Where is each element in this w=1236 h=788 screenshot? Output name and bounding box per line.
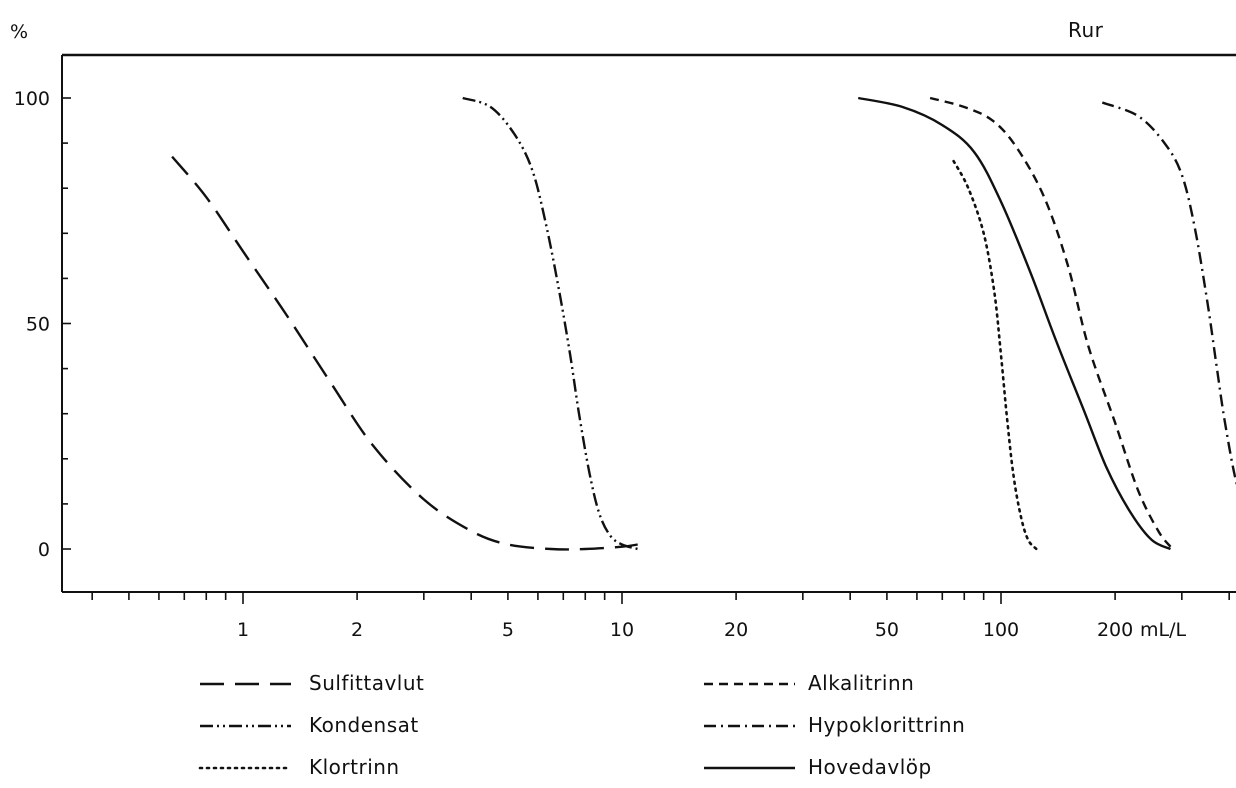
legend-label: Alkalitrinn [808, 671, 914, 695]
series-line-hovedavl-p [857, 96, 1172, 551]
chart-title: Rur [1068, 18, 1104, 42]
legend-item: Hovedavlöp [704, 755, 932, 779]
x-tick-label: 100 [983, 619, 1019, 641]
legend-label: Kondensat [309, 713, 419, 737]
y-tick-label: 0 [38, 539, 50, 561]
y-tick-label: 100 [14, 88, 50, 110]
x-tick-label: 1 [237, 619, 249, 641]
series-line-hypoklorittrinn [1101, 101, 1236, 487]
legend-item: Klortrinn [198, 755, 400, 779]
series-line-alkalitrinn [929, 96, 1172, 548]
legend-item: Kondensat [200, 713, 419, 737]
series-lines [171, 96, 1236, 551]
legend-label: Klortrinn [309, 755, 400, 779]
y-tick-label: 50 [26, 314, 50, 336]
series-line-kondensat [462, 96, 639, 551]
series-line-klortrinn [952, 159, 1038, 551]
series-line-sulfittavlut [171, 155, 638, 551]
legend-item: Alkalitrinn [704, 671, 914, 695]
legend-label: Hypoklorittrinn [808, 713, 965, 737]
x-tick-label: 200 [1097, 619, 1133, 641]
x-tick-label: 20 [724, 619, 748, 641]
y-axis: 0 50 100 [14, 88, 71, 561]
legend-label: Hovedavlöp [808, 755, 932, 779]
y-axis-label: % [10, 21, 28, 43]
x-tick-label: 5 [502, 619, 514, 641]
x-tick-label: 10 [610, 619, 634, 641]
legend-item: Sulfittavlut [200, 671, 424, 695]
legend-label: Sulfittavlut [309, 671, 424, 695]
legend: Sulfittavlut Alkalitrinn Kondensat Hypoklor… [198, 671, 965, 779]
x-axis-label: mL/L [1140, 619, 1186, 641]
x-tick-label: 50 [875, 619, 899, 641]
x-axis: 1 2 5 10 20 50 100 200 [91, 592, 1230, 641]
x-tick-label: 2 [351, 619, 363, 641]
legend-item: Hypoklorittrinn [704, 713, 965, 737]
